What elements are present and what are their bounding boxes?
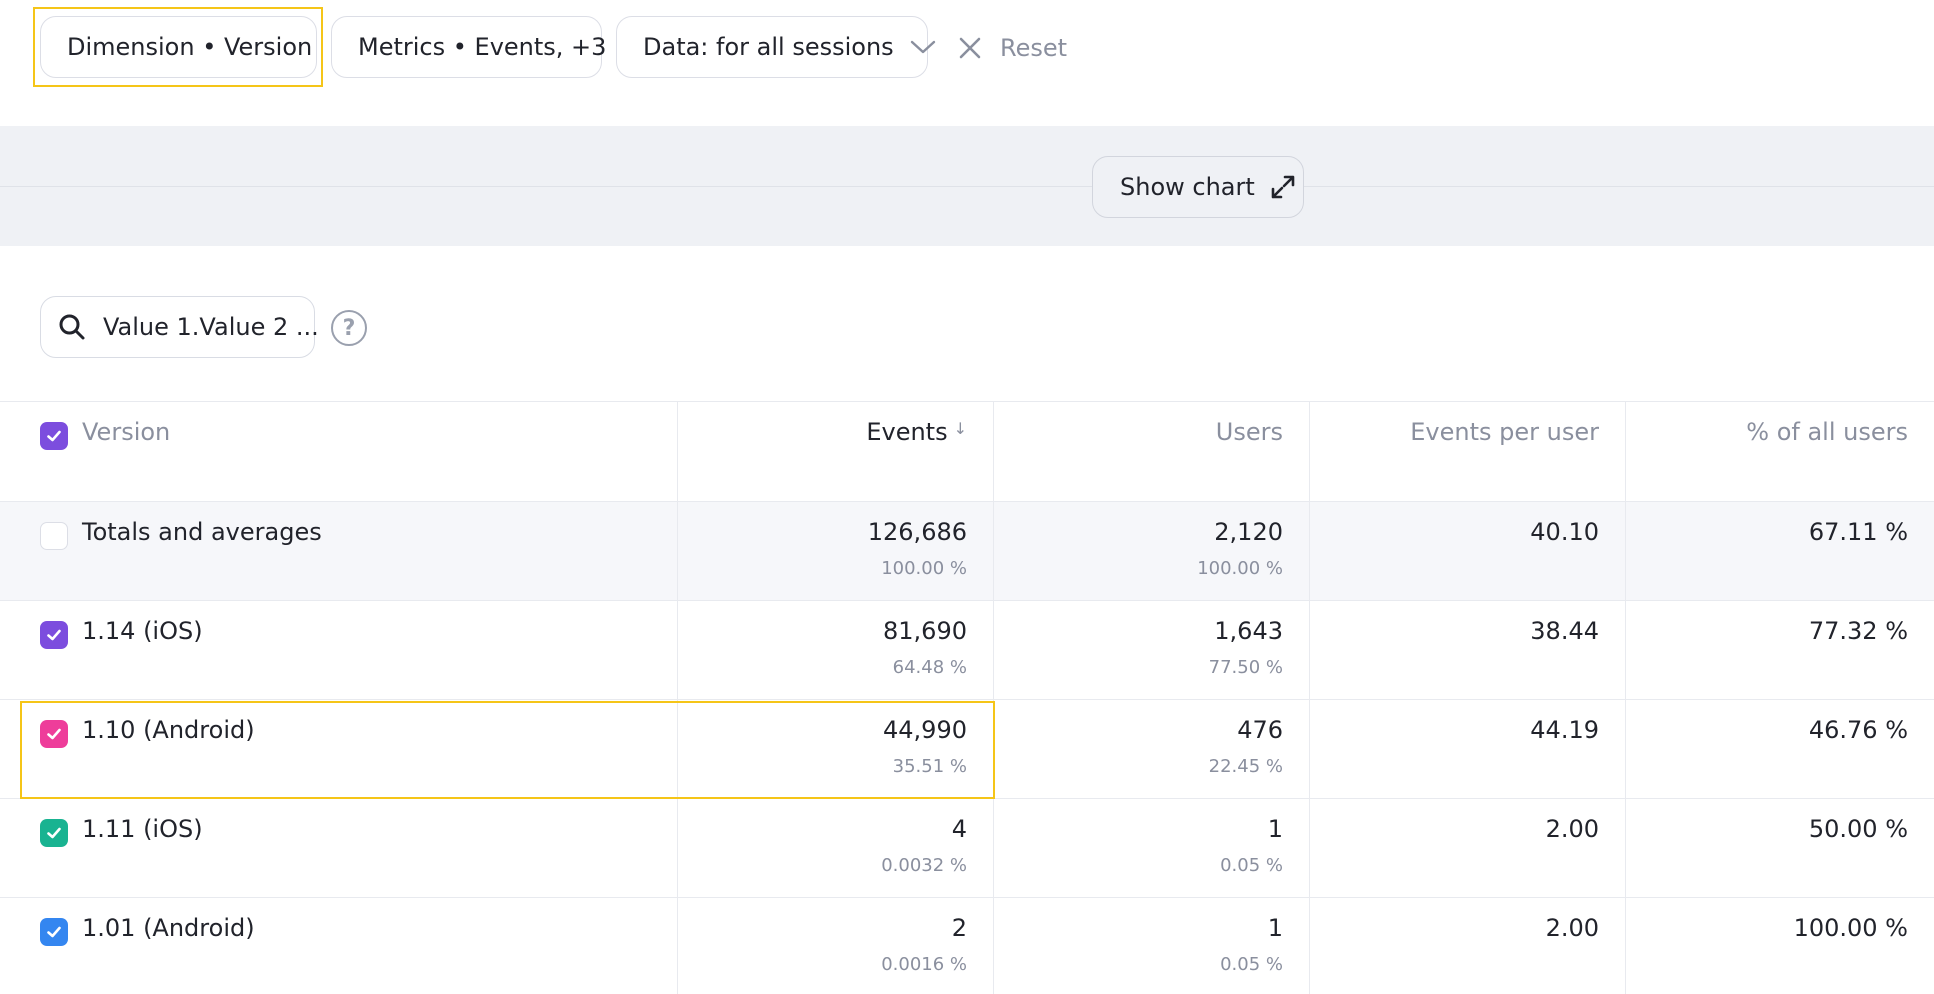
pct-all-users-value: 100.00 % xyxy=(1793,914,1908,942)
events-percent: 100.00 % xyxy=(881,558,967,579)
row-name: Totals and averages xyxy=(82,518,322,546)
users-percent: 22.45 % xyxy=(1208,756,1283,777)
users-value: 2,120 xyxy=(1214,518,1283,546)
events-percent: 64.48 % xyxy=(892,657,967,678)
metrics-filter-button[interactable]: Metrics • Events, +3 xyxy=(331,16,606,78)
pct-all-users-value: 50.00 % xyxy=(1808,815,1908,843)
events-per-user-value: 40.10 xyxy=(1530,518,1599,546)
events-percent: 0.0016 % xyxy=(881,954,967,975)
sort-descending-icon: ↓ xyxy=(953,419,967,438)
header-cell-pct-all-users[interactable]: % of all users xyxy=(1626,402,1934,501)
row-name: 1.10 (Android) xyxy=(82,716,255,744)
report-content: Value 1.Value 2 ... ? Version Events ↓ Us… xyxy=(0,246,1934,994)
chevron-down-icon xyxy=(910,39,936,55)
check-icon xyxy=(47,430,61,442)
events-percent: 0.0032 % xyxy=(881,855,967,876)
search-value: Value 1.Value 2 ... xyxy=(103,313,319,341)
users-percent: 100.00 % xyxy=(1197,558,1283,579)
table-row[interactable]: 1.01 (Android) 2 0.0016 % 1 0.05 % 2.00 … xyxy=(0,897,1934,994)
table-header-row: Version Events ↓ Users Events per user % … xyxy=(0,401,1934,501)
column-header-pct-all-users[interactable]: % of all users xyxy=(1746,418,1908,446)
search-input[interactable]: Value 1.Value 2 ... xyxy=(40,296,319,358)
check-icon xyxy=(47,926,61,938)
row-name: 1.01 (Android) xyxy=(82,914,255,942)
header-cell-events[interactable]: Events ↓ xyxy=(678,402,994,501)
table-row[interactable]: 1.10 (Android) 44,990 35.51 % 476 22.45 … xyxy=(0,699,1934,798)
events-percent: 35.51 % xyxy=(892,756,967,777)
users-value: 1 xyxy=(1267,914,1283,942)
events-per-user-value: 44.19 xyxy=(1530,716,1599,744)
events-value: 2 xyxy=(951,914,967,942)
column-header-events[interactable]: Events ↓ xyxy=(866,418,967,446)
reset-button[interactable]: Reset xyxy=(958,28,1067,68)
show-chart-button[interactable]: Show chart xyxy=(1092,156,1304,218)
pct-all-users-value: 77.32 % xyxy=(1808,617,1908,645)
row-checkbox[interactable] xyxy=(40,621,68,649)
header-cell-version: Version xyxy=(0,402,678,501)
search-icon xyxy=(57,312,87,342)
reset-label: Reset xyxy=(1000,34,1068,62)
events-per-user-value: 38.44 xyxy=(1530,617,1599,645)
divider xyxy=(0,186,1934,187)
expand-icon xyxy=(1269,173,1297,201)
check-icon xyxy=(47,728,61,740)
row-checkbox[interactable] xyxy=(40,522,68,550)
events-per-user-value: 2.00 xyxy=(1545,914,1599,942)
users-percent: 77.50 % xyxy=(1208,657,1283,678)
events-value: 126,686 xyxy=(867,518,967,546)
check-icon xyxy=(47,629,61,641)
metrics-filter-label: Metrics • Events, +3 xyxy=(358,33,607,61)
pct-all-users-value: 67.11 % xyxy=(1808,518,1908,546)
row-checkbox[interactable] xyxy=(40,720,68,748)
users-percent: 0.05 % xyxy=(1220,954,1283,975)
header-cell-users[interactable]: Users xyxy=(994,402,1310,501)
column-header-version: Version xyxy=(82,418,171,446)
events-value: 44,990 xyxy=(883,716,967,744)
users-value: 1,643 xyxy=(1214,617,1283,645)
filter-bar: Dimension • Version Metrics • Events, +3… xyxy=(0,0,1934,126)
column-header-events-per-user[interactable]: Events per user xyxy=(1410,418,1599,446)
events-per-user-value: 2.00 xyxy=(1545,815,1599,843)
check-icon xyxy=(47,827,61,839)
data-filter-label: Data: for all sessions xyxy=(643,33,894,61)
chart-band: Show chart xyxy=(0,126,1934,246)
row-name: 1.14 (iOS) xyxy=(82,617,203,645)
row-name: 1.11 (iOS) xyxy=(82,815,203,843)
events-value: 81,690 xyxy=(883,617,967,645)
help-icon[interactable]: ? xyxy=(331,310,367,346)
row-checkbox[interactable] xyxy=(40,819,68,847)
close-icon xyxy=(958,36,982,60)
column-header-users[interactable]: Users xyxy=(1215,418,1283,446)
table-row[interactable]: 1.11 (iOS) 4 0.0032 % 1 0.05 % 2.00 50.0… xyxy=(0,798,1934,897)
users-value: 1 xyxy=(1267,815,1283,843)
header-cell-events-per-user[interactable]: Events per user xyxy=(1310,402,1626,501)
table-row[interactable]: 1.14 (iOS) 81,690 64.48 % 1,643 77.50 % … xyxy=(0,600,1934,699)
pct-all-users-value: 46.76 % xyxy=(1808,716,1908,744)
users-value: 476 xyxy=(1237,716,1283,744)
show-chart-label: Show chart xyxy=(1120,173,1255,201)
select-all-checkbox[interactable] xyxy=(40,422,68,450)
events-value: 4 xyxy=(951,815,967,843)
users-percent: 0.05 % xyxy=(1220,855,1283,876)
dimension-filter-label: Dimension • Version xyxy=(67,33,313,61)
totals-row: Totals and averages 126,686 100.00 % 2,1… xyxy=(0,501,1934,600)
dimension-filter-button[interactable]: Dimension • Version xyxy=(40,16,317,78)
data-table: Version Events ↓ Users Events per user % … xyxy=(0,401,1934,994)
row-checkbox[interactable] xyxy=(40,918,68,946)
data-filter-dropdown[interactable]: Data: for all sessions xyxy=(616,16,935,78)
